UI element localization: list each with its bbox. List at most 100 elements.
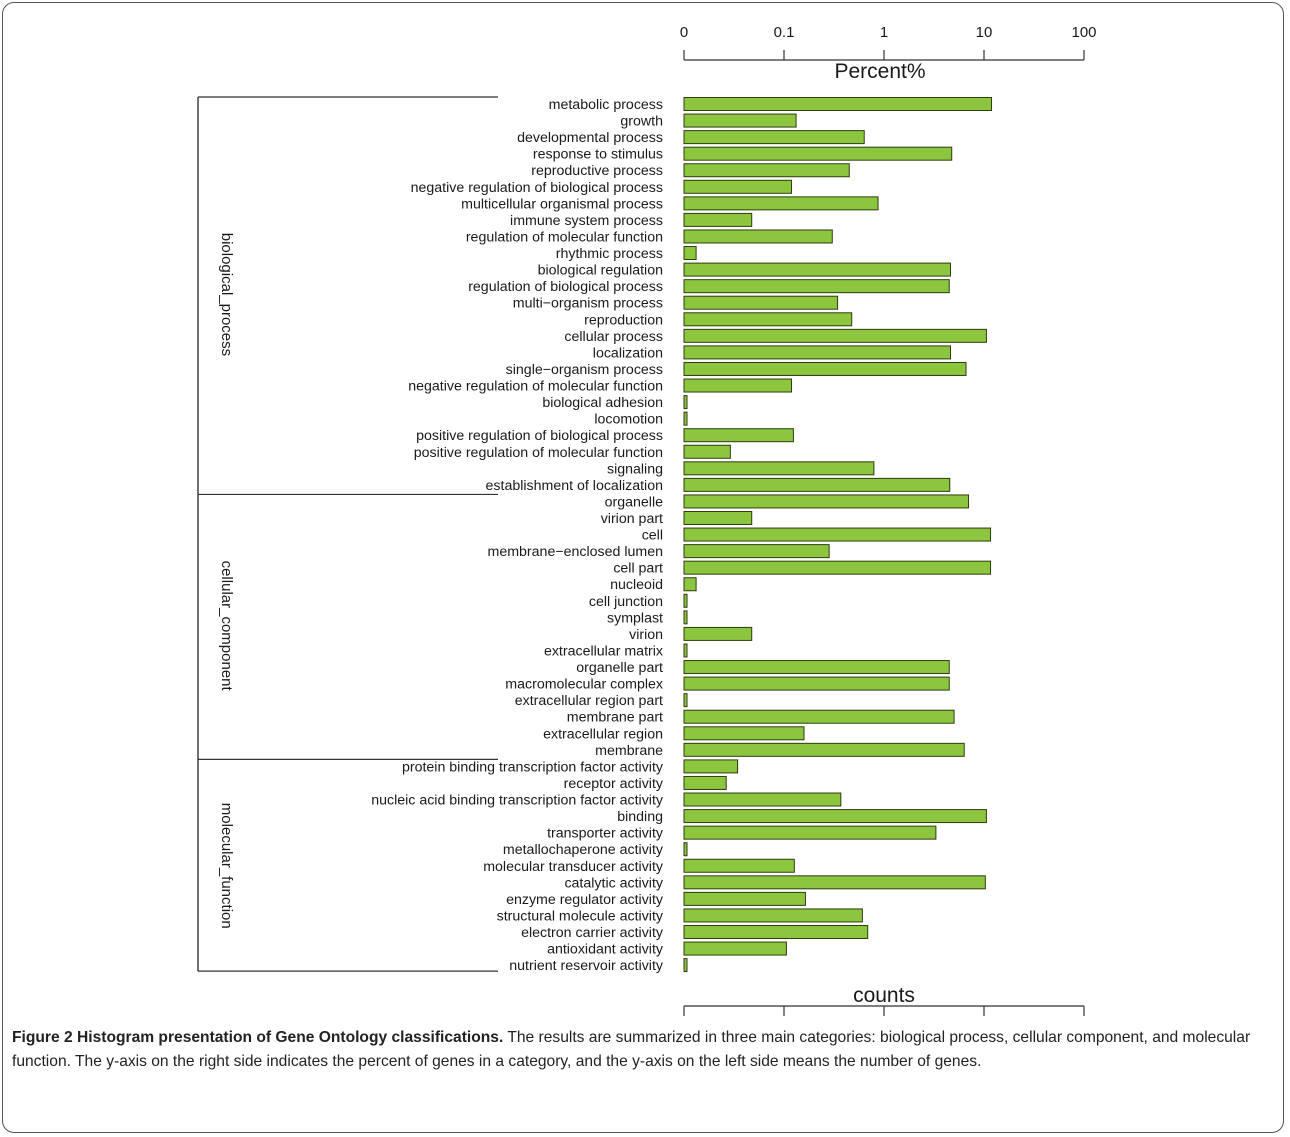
category-label: cellular process — [564, 329, 663, 345]
bar — [683, 908, 863, 923]
category-label: virion part — [601, 511, 663, 527]
bar — [683, 792, 842, 807]
category-label: biological adhesion — [542, 395, 663, 411]
bar — [683, 179, 793, 194]
bar — [683, 941, 787, 956]
bar — [683, 676, 950, 691]
category-label: antioxidant activity — [547, 942, 664, 958]
bar — [683, 97, 993, 111]
bar — [683, 163, 850, 178]
category-label: molecular transducer activity — [483, 859, 664, 875]
category-label: rhythmic process — [556, 246, 663, 262]
bar — [683, 511, 753, 525]
bar — [683, 577, 697, 592]
category-label: enzyme regulator activity — [506, 892, 664, 908]
bar — [683, 229, 833, 244]
top-tick-label: 0.1 — [774, 24, 795, 41]
category-label: organelle — [605, 494, 663, 510]
bottom-axis-label: counts — [853, 984, 915, 1007]
top-tick-label: 10 — [976, 24, 993, 41]
category-label: locomotion — [594, 412, 663, 428]
bar — [683, 345, 952, 360]
bar — [683, 246, 697, 261]
category-label: nutrient reservoir activity — [509, 958, 664, 974]
category-label: localization — [593, 345, 663, 361]
category-label: extracellular matrix — [544, 643, 663, 659]
bar — [683, 809, 987, 824]
bar — [683, 593, 688, 608]
bar — [683, 742, 965, 757]
bar — [683, 643, 688, 658]
category-label: electron carrier activity — [521, 925, 664, 941]
category-label: cell part — [613, 561, 663, 577]
top-tick-label: 100 — [1071, 24, 1096, 41]
category-label: receptor activity — [564, 776, 664, 792]
category-label: metallochaperone activity — [503, 842, 664, 858]
category-label: immune system process — [510, 213, 663, 229]
bar — [683, 527, 992, 542]
bar — [683, 146, 953, 161]
group-label: molecular_function — [218, 803, 235, 929]
category-label: cell junction — [589, 594, 663, 610]
bar — [683, 411, 688, 426]
category-label: single−organism process — [506, 362, 663, 378]
category-label: multi−organism process — [513, 296, 663, 312]
category-label: symplast — [607, 610, 663, 626]
bar — [683, 825, 937, 840]
bar — [683, 958, 688, 973]
category-label: nucleoid — [610, 577, 663, 593]
bar — [683, 660, 950, 675]
category-label: organelle part — [576, 660, 663, 676]
bars — [683, 97, 993, 973]
bar — [683, 378, 793, 393]
category-groups: biological_process cellular_componentmole… — [197, 96, 498, 972]
category-label: macromolecular complex — [505, 677, 663, 693]
caption-title: Figure 2 Histogram presentation of Gene … — [12, 1029, 504, 1046]
bar — [683, 544, 830, 559]
category-label: regulation of molecular function — [466, 229, 663, 245]
category-label: establishment of localization — [486, 478, 663, 494]
category-label: reproduction — [584, 312, 663, 328]
category-label: response to stimulus — [533, 147, 663, 163]
bar — [683, 842, 688, 857]
bar — [683, 891, 806, 906]
category-label: virion — [629, 627, 663, 643]
bar — [683, 196, 879, 211]
bar — [683, 875, 986, 890]
category-label: extracellular region — [543, 726, 663, 742]
bar — [683, 494, 970, 509]
bar — [683, 709, 955, 724]
bar — [683, 560, 992, 575]
go-histogram-chart: 0 0.1 1 10 100 Percent% biological_processce… — [197, 24, 1097, 1016]
category-label: biological regulation — [538, 263, 663, 279]
bar — [683, 130, 865, 145]
caption-text: The results are summarized in three main… — [12, 1029, 1251, 1070]
category-label: structural molecule activity — [497, 908, 664, 924]
top-percent-axis: 0 0.1 1 10 100 — [680, 24, 1097, 61]
bar — [683, 212, 753, 227]
bar — [683, 925, 869, 939]
category-label: nucleic acid binding transcription facto… — [371, 793, 664, 809]
category-label: negative regulation of biological proces… — [411, 180, 663, 196]
category-label: multicellular organismal process — [461, 196, 663, 212]
top-tick-label: 0 — [680, 24, 688, 41]
bar — [683, 477, 951, 492]
figure-caption: Figure 2 Histogram presentation of Gene … — [12, 1026, 1274, 1074]
bar — [683, 312, 853, 327]
bar — [683, 279, 950, 294]
bar — [683, 626, 753, 641]
category-label: signaling — [607, 461, 663, 477]
category-label: metabolic process — [549, 97, 663, 113]
category-label: negative regulation of molecular functio… — [408, 379, 663, 395]
bar — [683, 610, 688, 625]
bar — [683, 759, 739, 774]
bar — [683, 693, 688, 708]
bar — [683, 726, 805, 741]
category-label: cell — [642, 528, 663, 544]
bar — [683, 395, 688, 410]
bar — [683, 113, 797, 128]
category-label: regulation of biological process — [468, 279, 663, 295]
category-label: positive regulation of molecular functio… — [414, 445, 663, 461]
category-label: transporter activity — [547, 826, 664, 842]
